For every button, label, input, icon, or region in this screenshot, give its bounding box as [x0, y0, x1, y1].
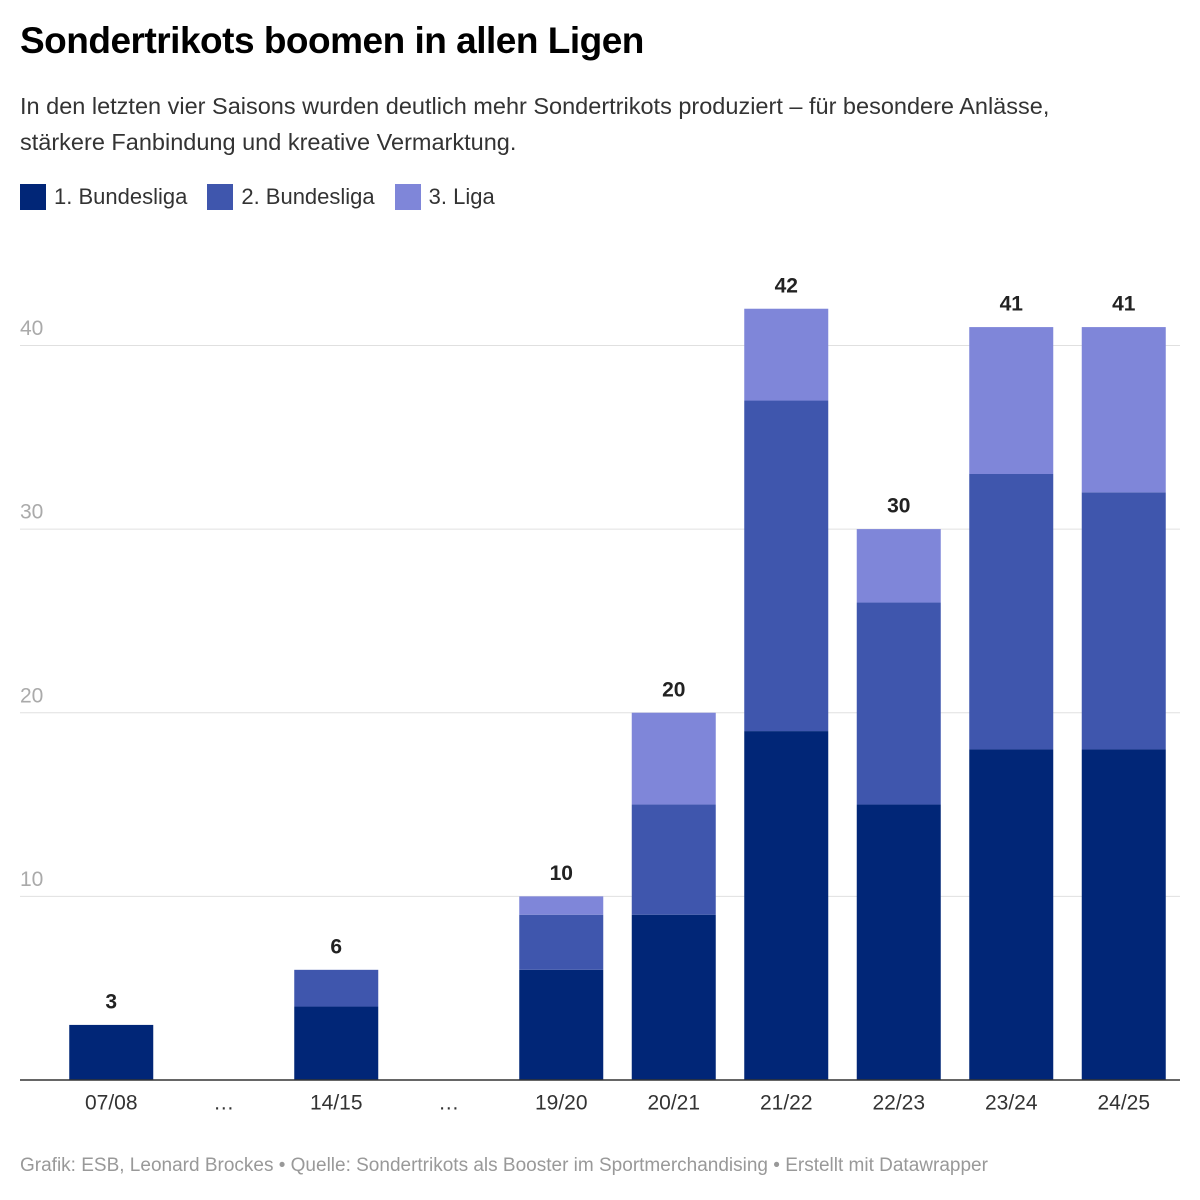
total-label: 20 [662, 678, 685, 701]
bar-segment [1081, 749, 1166, 1080]
bar-segment [69, 1024, 154, 1080]
bar-segment [631, 712, 716, 805]
x-tick-label: 14/15 [310, 1092, 363, 1115]
y-tick-label: 40 [20, 317, 43, 340]
total-label: 41 [1112, 293, 1136, 316]
legend-label: 3. Liga [428, 184, 495, 209]
y-tick-label: 20 [20, 684, 43, 707]
bar-segment [631, 914, 716, 1080]
legend-label: 1. Bundesliga [54, 184, 188, 209]
total-label: 6 [330, 935, 342, 958]
x-tick-label: 19/20 [535, 1092, 588, 1115]
bar-segment [969, 749, 1054, 1080]
bar-segment [744, 731, 829, 1080]
x-tick-label: 22/23 [872, 1092, 925, 1115]
bar-segment [1081, 492, 1166, 750]
legend-swatch [394, 184, 421, 210]
legend-item: 3. Liga [394, 184, 495, 210]
x-tick-label: 07/08 [85, 1092, 138, 1115]
total-label: 3 [105, 990, 117, 1013]
total-label: 42 [775, 274, 798, 297]
legend-item: 2. Bundesliga [207, 184, 375, 210]
bar-segment [519, 914, 604, 970]
legend-label: 2. Bundesliga [241, 184, 375, 209]
y-tick-label: 30 [20, 501, 43, 524]
bar-segment [969, 474, 1054, 750]
total-label: 41 [1000, 293, 1024, 316]
bar-segment [969, 327, 1054, 474]
bar-segment [744, 308, 829, 401]
legend: 1. Bundesliga 2. Bundesliga 3. Liga [20, 184, 495, 210]
x-tick-label: 21/22 [760, 1092, 813, 1115]
bar-segment [744, 400, 829, 732]
bar-segment [856, 804, 941, 1080]
bar-segment [856, 602, 941, 805]
bar-segment [631, 804, 716, 915]
legend-item: 1. Bundesliga [20, 184, 187, 210]
y-tick-label: 10 [20, 868, 43, 891]
bar-segment [1081, 327, 1166, 493]
x-tick-label: 20/21 [647, 1092, 700, 1115]
x-tick-label: 24/25 [1097, 1092, 1150, 1115]
bar-segment [856, 529, 941, 603]
bar-segment [294, 969, 379, 1007]
legend-swatch [20, 184, 46, 210]
x-tick-label: … [213, 1092, 234, 1115]
legend-swatch [207, 184, 234, 210]
bar-segment [519, 969, 604, 1080]
total-label: 10 [550, 862, 573, 885]
total-label: 30 [887, 495, 910, 518]
chart-subtitle: In den letzten vier Saisons wurden deutl… [20, 93, 1050, 155]
x-tick-label: 23/24 [985, 1092, 1038, 1115]
x-tick-label: … [438, 1092, 459, 1115]
bar-segment [294, 1006, 379, 1080]
chart: 10 20 30 40 07/08 3 … 14/15 6 … 19/20 10 20/21 20 21/2… [20, 274, 1180, 1115]
footer: Grafik: ESB, Leonard Brockes • Quelle: S… [20, 1155, 988, 1176]
bar-segment [519, 896, 604, 915]
chart-title: Sondertrikots boomen in allen Ligen [20, 20, 644, 61]
